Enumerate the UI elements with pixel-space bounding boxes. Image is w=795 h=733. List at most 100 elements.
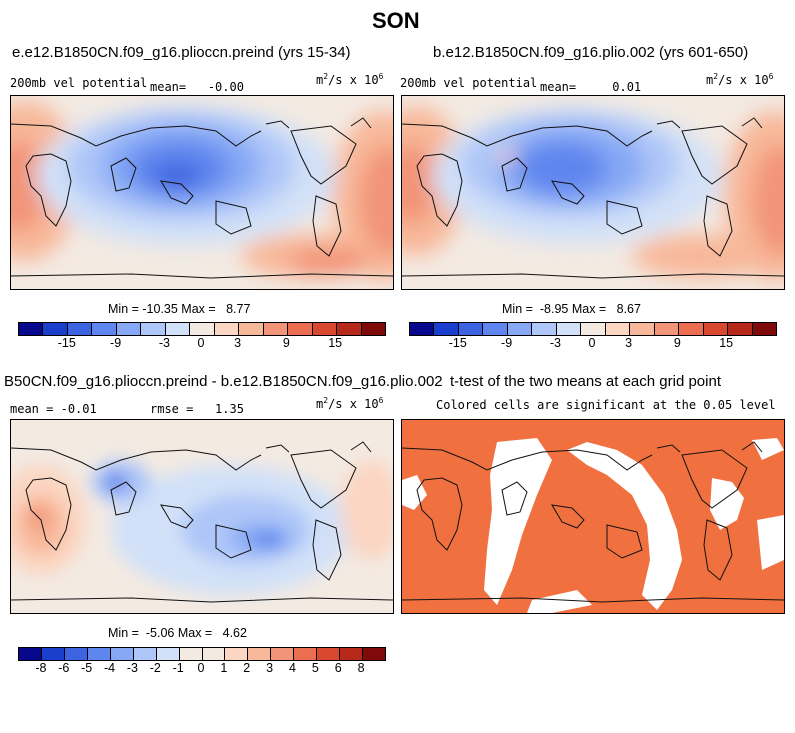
colorbar-swatch [214, 323, 240, 335]
colorbar-swatch [110, 648, 134, 660]
colorbar-swatch [19, 323, 44, 335]
panel-title-bottom-left: B50CN.f09_g16.plioccn.preind - b.e12.B18… [4, 373, 443, 390]
colorbar-swatch [679, 323, 704, 335]
colorbar-tick-label: -1 [172, 661, 184, 675]
colorbar-tick-label: 9 [282, 336, 290, 350]
colorbar-swatch [41, 648, 65, 660]
colorbar-tick-label: -9 [501, 336, 513, 350]
colorbar-tick-label: 0 [197, 661, 205, 675]
colorbar-ticks-bottom-left: -8 -6 -5 -4 -3 -2 -1 0 1 2 3 4 5 6 8 [18, 661, 384, 675]
colorbar-swatch [263, 323, 289, 335]
colorbar-swatch [410, 323, 435, 335]
colorbar-tick-label: -3 [126, 661, 138, 675]
colorbar-swatch [288, 323, 313, 335]
colorbar-swatch [225, 648, 249, 660]
colorbar-tick-label: 2 [243, 661, 251, 675]
mean-value-top-left: -0.00 [207, 80, 244, 94]
mean-label-top-right: mean= 0.01 [540, 80, 642, 94]
colorbar-swatch [294, 648, 318, 660]
mean-value-bottom-left: -0.01 [60, 402, 97, 416]
rmse-value-bottom-left: 1.35 [215, 402, 244, 416]
colorbar-tick-label: -9 [110, 336, 122, 350]
colorbar-tick-label: 1 [220, 661, 228, 675]
colorbar-bottom-left [18, 647, 386, 661]
colorbar-swatch [202, 648, 226, 660]
colorbar-top-right [409, 322, 777, 336]
colorbar-swatch [312, 323, 338, 335]
colorbar-tick-label: -8 [35, 661, 47, 675]
colorbar-tick-label: 9 [673, 336, 681, 350]
map-top-left [10, 95, 394, 290]
colorbar-swatch [556, 323, 582, 335]
colorbar-swatch [133, 648, 157, 660]
colorbar-swatch [190, 323, 215, 335]
colorbar-top-left [18, 322, 386, 336]
colorbar-swatch [116, 323, 142, 335]
colorbar-swatch [654, 323, 680, 335]
colorbar-swatch [434, 323, 459, 335]
mean-label-bottom-left: mean = -0.01 [10, 402, 97, 416]
colorbar-swatch [507, 323, 533, 335]
colorbar-swatch [19, 648, 42, 660]
colorbar-tick-label: -3 [549, 336, 561, 350]
colorbar-swatch [239, 323, 264, 335]
colorbar-tick-label: -6 [58, 661, 70, 675]
colorbar-swatch [752, 323, 777, 335]
colorbar-swatch [340, 648, 364, 660]
colorbar-tick-label: 3 [625, 336, 633, 350]
colorbar-swatch [141, 323, 166, 335]
colorbar-swatch [581, 323, 606, 335]
colorbar-swatch [87, 648, 111, 660]
colorbar-tick-label: 3 [234, 336, 242, 350]
colorbar-swatch [317, 648, 341, 660]
colorbar-swatch [337, 323, 362, 335]
colorbar-tick-label: 3 [266, 661, 274, 675]
colorbar-swatch [92, 323, 117, 335]
colorbar-tick-label: 4 [289, 661, 296, 675]
colorbar-swatch [363, 648, 385, 660]
colorbar-swatch [271, 648, 295, 660]
colorbar-tick-label: 15 [719, 336, 734, 350]
minmax-top-right: Min = -8.95 Max = 8.67 [502, 302, 641, 316]
panel-title-top-right: b.e12.B1850CN.f09_g16.plio.002 (yrs 601-… [433, 44, 749, 61]
colorbar-swatch [703, 323, 729, 335]
colorbar-tick-label: -3 [158, 336, 170, 350]
ttest-subtitle: Colored cells are significant at the 0.0… [436, 398, 776, 412]
colorbar-swatch [43, 323, 68, 335]
mean-value-top-right: 0.01 [612, 80, 642, 94]
colorbar-swatch [165, 323, 191, 335]
map-top-right [401, 95, 785, 290]
colorbar-swatch [156, 648, 180, 660]
variable-label-top-right: 200mb vel potential [400, 76, 538, 90]
colorbar-swatch [179, 648, 203, 660]
colorbar-swatch [630, 323, 655, 335]
units-label-top-left: m2/s x 106 [316, 72, 384, 87]
rmse-label-bottom-left: rmse = 1.35 [150, 402, 244, 416]
colorbar-tick-label: -4 [103, 661, 116, 675]
colorbar-tick-label: -15 [448, 336, 467, 350]
map-bottom-left [10, 419, 394, 614]
colorbar-tick-label: 0 [588, 336, 596, 350]
colorbar-swatch [248, 648, 272, 660]
colorbar-tick-label: -2 [149, 661, 161, 675]
colorbar-swatch [67, 323, 93, 335]
colorbar-swatch [605, 323, 631, 335]
colorbar-tick-label: 15 [328, 336, 343, 350]
colorbar-swatch [483, 323, 508, 335]
colorbar-ticks-top-left: -15 -9 -3 0 3 9 15 [18, 336, 384, 350]
variable-label-top-left: 200mb vel potential [10, 76, 148, 90]
panel-title-bottom-right: t-test of the two means at each grid poi… [450, 373, 721, 390]
colorbar-tick-label: -5 [81, 661, 93, 675]
colorbar-swatch [64, 648, 88, 660]
colorbar-swatch [361, 323, 386, 335]
colorbar-tick-label: 6 [334, 661, 342, 675]
colorbar-tick-label: 5 [311, 661, 319, 675]
colorbar-swatch [458, 323, 484, 335]
colorbar-tick-label: -15 [57, 336, 76, 350]
colorbar-swatch [728, 323, 753, 335]
figure-title: SON [372, 8, 420, 33]
minmax-bottom-left: Min = -5.06 Max = 4.62 [108, 626, 247, 640]
units-label-bottom-left: m2/s x 106 [316, 396, 384, 411]
minmax-top-left: Min = -10.35 Max = 8.77 [108, 302, 251, 316]
colorbar-swatch [532, 323, 557, 335]
